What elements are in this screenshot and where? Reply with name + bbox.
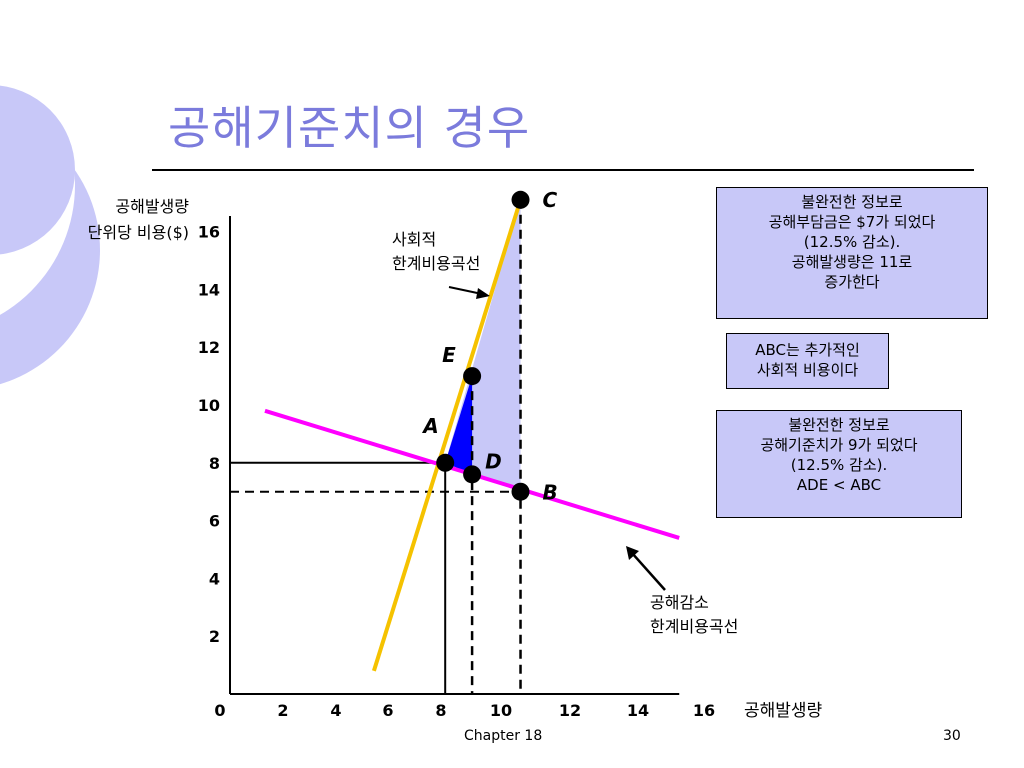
point-label-a: A (421, 414, 438, 438)
y-tick-label: 4 (209, 569, 220, 588)
annotation-mac-arrow (631, 552, 666, 591)
footer-chapter: Chapter 18 (464, 728, 543, 744)
annotation-mac-label: 한계비용곡선 (650, 617, 738, 636)
info-box-tax: 불완전한 정보로 공해부담금은 $7가 되었다 (12.5% 감소). 공해발생… (716, 187, 988, 319)
info-box-line: 불완전한 정보로 (788, 416, 890, 434)
info-box-line: (12.5% 감소). (790, 456, 888, 474)
y-tick-label: 6 (209, 512, 220, 531)
y-axis-title: 공해발생량 (115, 197, 189, 216)
annotation-mac-label: 공해감소 (650, 593, 709, 612)
title-divider (152, 169, 974, 171)
point-label-b: B (543, 481, 558, 505)
y-axis-title: 단위당 비용($) (88, 223, 189, 242)
x-axis-title: 공해발생량 (744, 701, 823, 721)
x-tick-label: 4 (330, 701, 341, 720)
x-tick-label: 8 (435, 701, 446, 720)
info-box-line: 공해기준치가 9가 되었다 (760, 436, 918, 454)
x-tick-label: 0 (214, 701, 225, 720)
decor-circle-small (0, 85, 75, 255)
info-box-standard: 불완전한 정보로 공해기준치가 9가 되었다 (12.5% 감소). ADE <… (716, 410, 962, 518)
x-tick-label: 14 (627, 701, 649, 720)
y-tick-label: 16 (198, 223, 220, 242)
x-tick-label: 12 (559, 701, 581, 720)
annotation-smc-arrowhead (476, 288, 490, 299)
point-c (511, 190, 530, 209)
info-box-line: ADE < ABC (796, 476, 882, 494)
x-tick-label: 2 (277, 701, 288, 720)
x-tick-label: 6 (382, 701, 393, 720)
annotation-mac-arrowhead (626, 546, 639, 560)
ade-area (445, 376, 473, 475)
point-a (436, 453, 455, 472)
point-label-c: C (543, 188, 558, 212)
y-tick-label: 8 (209, 454, 220, 473)
annotation-smc-label: 사회적 (392, 230, 436, 249)
y-tick-label: 14 (198, 280, 220, 299)
annotation-smc-label: 한계비용곡선 (392, 254, 480, 273)
point-e (463, 367, 482, 386)
point-label-d: D (485, 449, 502, 473)
info-box-abc: ABC는 추가적인 사회적 비용이다 (726, 333, 889, 389)
info-box-line: (12.5% 감소). (803, 233, 901, 251)
info-box-line: ABC는 추가적인 (755, 341, 860, 359)
info-box-line: 공해발생량은 11로 (791, 253, 913, 271)
point-d (463, 465, 482, 484)
y-tick-label: 12 (198, 338, 220, 357)
x-tick-label: 16 (693, 701, 715, 720)
smc-curve (372, 199, 523, 672)
y-tick-label: 10 (198, 396, 220, 415)
y-tick-label: 2 (209, 627, 220, 646)
slide-title: 공해기준치의 경우 (168, 101, 531, 155)
annotation-smc-arrow (448, 286, 483, 295)
page-number: 30 (943, 728, 961, 744)
info-box-line: 증가한다 (824, 273, 880, 291)
x-tick-label: 10 (490, 701, 512, 720)
point-b (511, 482, 530, 501)
info-box-line: 사회적 비용이다 (756, 361, 859, 379)
point-label-e: E (442, 343, 456, 367)
info-box-line: 불완전한 정보로 (801, 193, 903, 211)
info-box-line: 공해부담금은 $7가 되었다 (768, 213, 936, 231)
